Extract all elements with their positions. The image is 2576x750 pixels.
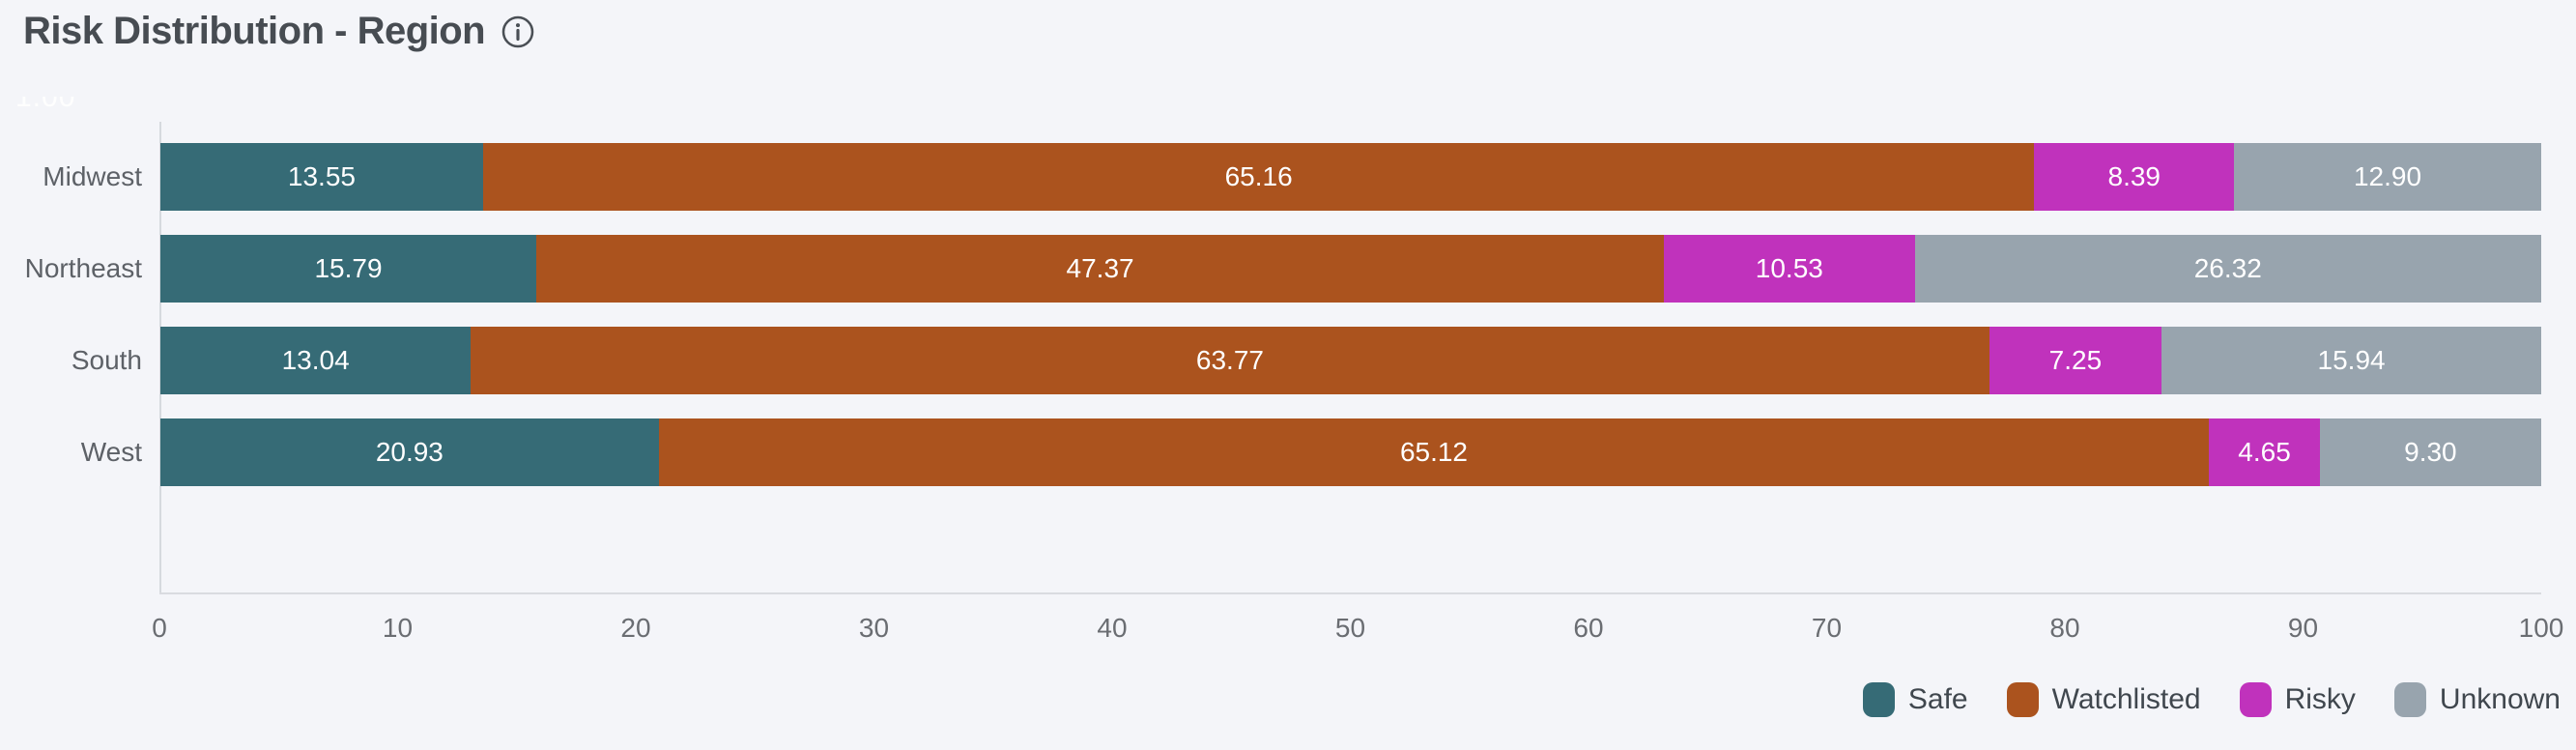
x-tick-20: 20 bbox=[620, 613, 651, 643]
x-axis-ticks: 0 10 20 30 40 50 60 70 80 90 100 bbox=[152, 613, 2563, 648]
x-tick-80: 80 bbox=[2049, 613, 2080, 643]
bar-segment-watchlisted-west[interactable]: 65.12 bbox=[658, 418, 2210, 486]
bar-segment-unknown-west[interactable]: 9.30 bbox=[2319, 418, 2541, 486]
bar-segment-watchlisted-midwest[interactable]: 65.16 bbox=[482, 143, 2035, 211]
legend-item-safe[interactable]: Safe bbox=[1862, 682, 1968, 717]
bar-segment-safe-west[interactable]: 20.93 bbox=[160, 418, 659, 486]
title-row: Risk Distribution - Region bbox=[23, 10, 535, 53]
bar-segment-unknown-south[interactable]: 15.94 bbox=[2161, 327, 2541, 394]
bar-value-label: 63.77 bbox=[1195, 345, 1264, 375]
x-tick-10: 10 bbox=[382, 613, 414, 643]
x-tick-50: 50 bbox=[1334, 613, 1366, 643]
bar-value-label: 20.93 bbox=[375, 437, 444, 467]
bar-value-label: 65.12 bbox=[1399, 437, 1469, 467]
category-label-south: South bbox=[71, 345, 142, 375]
bar-segment-unknown-northeast[interactable]: 26.32 bbox=[1914, 235, 2541, 303]
bar-segment-safe-midwest[interactable]: 13.55 bbox=[160, 143, 483, 211]
bar-row-northeast: 15.79 47.37 10.53 26.32 bbox=[160, 235, 2541, 303]
bar-segment-watchlisted-south[interactable]: 63.77 bbox=[471, 327, 1989, 394]
x-tick-60: 60 bbox=[1573, 613, 1604, 643]
category-label-midwest: Midwest bbox=[43, 161, 142, 191]
bar-value-label: 13.04 bbox=[281, 345, 350, 375]
bar-value-label: 47.37 bbox=[1066, 253, 1134, 283]
stray-label-clip: 1.00 bbox=[15, 97, 102, 122]
legend-swatch-watchlisted bbox=[2006, 682, 2039, 717]
legend-label: Safe bbox=[1907, 683, 1968, 715]
legend-swatch-risky bbox=[2239, 682, 2272, 717]
info-icon[interactable] bbox=[501, 14, 535, 49]
bar-value-label: 7.25 bbox=[2048, 345, 2103, 375]
x-tick-40: 40 bbox=[1097, 613, 1128, 643]
legend-item-risky[interactable]: Risky bbox=[2239, 682, 2356, 717]
bar-segment-risky-west[interactable]: 4.65 bbox=[2209, 418, 2320, 486]
x-tick-0: 0 bbox=[152, 613, 167, 643]
legend-swatch-safe bbox=[1862, 682, 1895, 717]
bar-value-label: 15.79 bbox=[314, 253, 383, 283]
category-label-northeast: Northeast bbox=[24, 253, 142, 283]
legend-label: Risky bbox=[2284, 683, 2356, 715]
category-label-west: West bbox=[80, 437, 142, 467]
bar-value-label: 15.94 bbox=[2317, 345, 2386, 375]
legend: Safe Watchlisted Risky Unknown bbox=[1862, 682, 2561, 717]
bar-segment-risky-south[interactable]: 7.25 bbox=[1989, 327, 2162, 394]
bar-segment-unknown-midwest[interactable]: 12.90 bbox=[2234, 143, 2541, 211]
bar-value-label: 9.30 bbox=[2404, 437, 2457, 467]
legend-item-unknown[interactable]: Unknown bbox=[2393, 682, 2561, 717]
page-title: Risk Distribution - Region bbox=[23, 10, 486, 52]
bar-segment-risky-northeast[interactable]: 10.53 bbox=[1664, 235, 1915, 303]
bar-row-west: 20.93 65.12 4.65 9.30 bbox=[160, 418, 2541, 486]
bar-row-midwest: 13.55 65.16 8.39 12.90 bbox=[160, 143, 2541, 211]
bar-value-label: 12.90 bbox=[2353, 161, 2422, 191]
bar-value-label: 8.39 bbox=[2107, 161, 2161, 191]
x-axis-line bbox=[159, 592, 2541, 594]
x-tick-90: 90 bbox=[2287, 613, 2319, 643]
stray-label: 1.00 bbox=[15, 97, 76, 113]
legend-label: Watchlisted bbox=[2051, 683, 2201, 715]
legend-item-watchlisted[interactable]: Watchlisted bbox=[2006, 682, 2201, 717]
bar-value-label: 65.16 bbox=[1224, 161, 1293, 191]
bar-segment-watchlisted-northeast[interactable]: 47.37 bbox=[536, 235, 1665, 303]
bar-row-south: 13.04 63.77 7.25 15.94 bbox=[160, 327, 2541, 394]
bar-value-label: 13.55 bbox=[287, 161, 356, 191]
bar-segment-safe-northeast[interactable]: 15.79 bbox=[160, 235, 537, 303]
bar-value-label: 4.65 bbox=[2238, 437, 2291, 467]
legend-swatch-unknown bbox=[2393, 682, 2426, 717]
bar-segment-safe-south[interactable]: 13.04 bbox=[160, 327, 472, 394]
x-tick-100: 100 bbox=[2518, 613, 2564, 643]
bar-segment-risky-midwest[interactable]: 8.39 bbox=[2034, 143, 2235, 211]
bar-value-label: 10.53 bbox=[1755, 253, 1823, 283]
legend-label: Unknown bbox=[2439, 683, 2561, 715]
x-tick-70: 70 bbox=[1811, 613, 1843, 643]
bar-value-label: 26.32 bbox=[2193, 253, 2262, 283]
x-tick-30: 30 bbox=[858, 613, 890, 643]
